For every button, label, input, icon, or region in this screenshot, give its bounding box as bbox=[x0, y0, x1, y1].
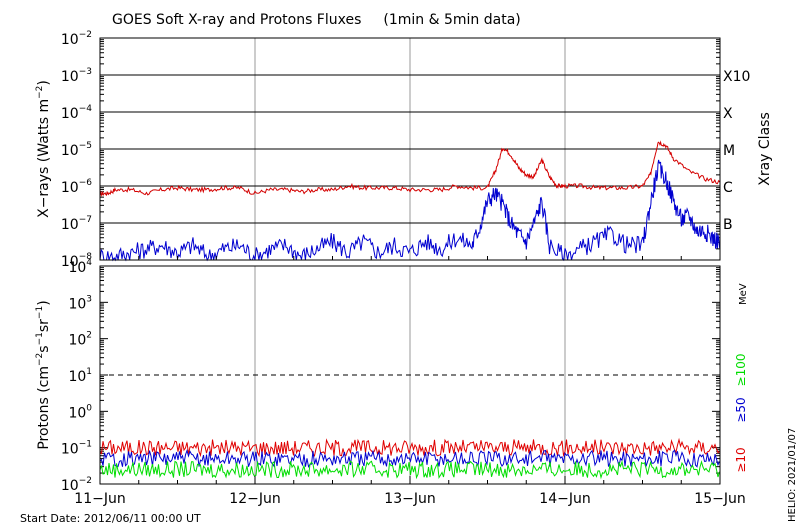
energy-legend-label: ≥100 bbox=[734, 354, 748, 387]
x-tick-label: 13−Jun bbox=[384, 491, 435, 507]
series-line bbox=[99, 459, 720, 480]
x-tick-label: 14−Jun bbox=[539, 491, 590, 507]
y-tick-label: 10−6 bbox=[61, 178, 92, 196]
y-tick-label: 10−4 bbox=[61, 104, 92, 122]
panel-frame bbox=[99, 37, 721, 261]
x-axis: 11−Jun 12−Jun 13−Jun 14−Jun 15−Jun bbox=[74, 256, 746, 507]
xray-class-label: B bbox=[723, 217, 733, 233]
y-tick-label: 102 bbox=[68, 331, 92, 349]
series-line bbox=[99, 437, 720, 458]
y-axis-label: Protons (cm−2s−1sr−1) bbox=[35, 300, 52, 449]
y-tick-label: 103 bbox=[68, 294, 92, 312]
y-tick-label: 10−7 bbox=[61, 215, 92, 233]
y-tick-label: 101 bbox=[68, 367, 92, 385]
xray-class-label: X bbox=[723, 106, 733, 122]
xray-class-label: C bbox=[723, 180, 733, 196]
xray-class-label: X10 bbox=[723, 69, 750, 85]
y-tick-label: 10−3 bbox=[61, 67, 92, 85]
series-line bbox=[99, 448, 720, 469]
y-tick-label: 10−2 bbox=[61, 30, 92, 48]
y-tick-label: 10−5 bbox=[61, 141, 92, 159]
y-tick-label: 10−1 bbox=[61, 440, 92, 458]
chart-title: GOES Soft X-ray and Protons Fluxes (1min … bbox=[112, 12, 521, 28]
y-tick-label: 104 bbox=[68, 258, 92, 276]
xray-panel: 10−810−710−610−510−410−310−2X−rays (Watt… bbox=[35, 30, 773, 270]
x-tick-label: 11−Jun bbox=[74, 491, 125, 507]
x-tick-label: 12−Jun bbox=[229, 491, 280, 507]
series-line bbox=[99, 140, 721, 198]
start-date-label: Start Date: 2012/06/11 00:00 UT bbox=[20, 512, 201, 525]
energy-legend-label: ≥10 bbox=[734, 447, 748, 472]
xray-class-label: M bbox=[723, 143, 735, 159]
mev-unit-label: MeV bbox=[738, 283, 749, 305]
credit-label: HELIO: 2021/01/07 bbox=[787, 428, 798, 522]
series-line bbox=[99, 159, 721, 262]
energy-legend-label: ≥50 bbox=[734, 397, 748, 422]
y-axis-label: X−rays (Watts m−2) bbox=[35, 80, 52, 218]
xray-class-axis-label: Xray Class bbox=[757, 112, 773, 186]
y-tick-label: 100 bbox=[68, 403, 92, 421]
x-tick-label: 15−Jun bbox=[694, 491, 745, 507]
